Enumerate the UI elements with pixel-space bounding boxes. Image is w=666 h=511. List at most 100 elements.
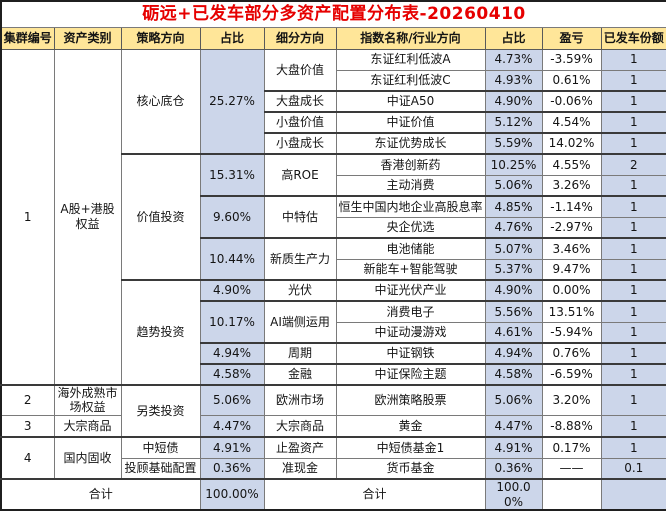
pnl-cell: -6.59% [541, 363, 602, 386]
index-weight-cell: 4.47% [484, 414, 543, 438]
index-weight-cell: 5.56% [484, 300, 543, 323]
pnl-cell: 4.55% [541, 153, 602, 176]
header-cluster-id: 集群编号 [0, 26, 55, 50]
index-weight-cell: 4.90% [484, 90, 543, 113]
index-name-cell: 央企优选 [335, 216, 486, 239]
shares-cell: 1 [600, 216, 666, 239]
strategy-weight-cell: 4.47% [199, 414, 265, 438]
pnl-cell: 0.00% [541, 279, 602, 302]
header-weight-right: 占比 [484, 26, 543, 50]
strategy-weight-cell: 4.90% [199, 279, 265, 302]
index-name-cell: 中证价值 [335, 111, 486, 134]
index-name-cell: 新能车+智能驾驶 [335, 258, 486, 281]
strategy-weight-cell: 25.27% [199, 48, 265, 155]
shares-cell: 1 [600, 414, 666, 438]
pnl-cell: 3.46% [541, 237, 602, 260]
index-weight-cell: 4.91% [484, 436, 543, 459]
subdivision-cell: 新质生产力 [263, 237, 337, 281]
index-name-cell: 中证光伏产业 [335, 279, 486, 302]
header-index-name: 指数名称/行业方向 [335, 26, 486, 50]
strategy-weight-cell: 4.58% [199, 363, 265, 386]
index-name-cell: 东证优势成长 [335, 132, 486, 155]
index-name-cell: 东证红利低波A [335, 48, 486, 71]
pnl-cell: -8.88% [541, 414, 602, 438]
total-shares-empty-cell [600, 478, 666, 511]
shares-cell: 1 [600, 383, 666, 416]
index-name-cell: 东证红利低波C [335, 69, 486, 92]
pnl-cell: 0.61% [541, 69, 602, 92]
strategy-weight-cell: 4.94% [199, 342, 265, 365]
subdivision-cell: 中特估 [263, 195, 337, 239]
strategy-cell: 核心底仓 [120, 48, 201, 155]
index-name-cell: 中证A50 [335, 90, 486, 113]
shares-cell: 1 [600, 132, 666, 155]
strategy-weight-cell: 10.17% [199, 300, 265, 344]
shares-cell: 1 [600, 300, 666, 323]
strategy-cell: 投顾基础配置 [120, 457, 201, 480]
asset-class-cell: A股+港股权益 [53, 48, 122, 386]
shares-cell: 1 [600, 258, 666, 281]
total-label-left-cell: 合计 [0, 478, 201, 511]
strategy-weight-cell: 15.31% [199, 153, 265, 197]
index-weight-cell: 0.36% [484, 457, 543, 480]
index-name-cell: 中证保险主题 [335, 363, 486, 386]
strategy-cell: 另类投资 [120, 383, 201, 438]
strategy-cell: 中短债 [120, 436, 201, 459]
pnl-cell: 13.51% [541, 300, 602, 323]
shares-cell: 1 [600, 111, 666, 134]
index-name-cell: 电池储能 [335, 237, 486, 260]
index-weight-cell: 4.73% [484, 48, 543, 71]
pnl-cell: -2.97% [541, 216, 602, 239]
shares-cell: 1 [600, 69, 666, 92]
index-name-cell: 主动消费 [335, 174, 486, 197]
shares-cell: 1 [600, 363, 666, 386]
pnl-cell: 3.26% [541, 174, 602, 197]
subdivision-cell: 光伏 [263, 279, 337, 302]
subdivision-cell: 金融 [263, 363, 337, 386]
shares-cell: 1 [600, 436, 666, 459]
shares-cell: 1 [600, 195, 666, 218]
subdivision-cell: 准现金 [263, 457, 337, 480]
total-weight-left-cell: 100.00% [199, 478, 265, 511]
subdivision-cell: AI端侧运用 [263, 300, 337, 344]
strategy-weight-cell: 0.36% [199, 457, 265, 480]
index-weight-cell: 4.58% [484, 363, 543, 386]
asset-class-cell: 大宗商品 [53, 414, 122, 438]
header-strategy: 策略方向 [120, 26, 201, 50]
shares-cell: 1 [600, 279, 666, 302]
pnl-cell: 0.76% [541, 342, 602, 365]
index-weight-cell: 5.07% [484, 237, 543, 260]
header-pnl: 盈亏 [541, 26, 602, 50]
strategy-cell: 价值投资 [120, 153, 201, 281]
index-weight-cell: 5.37% [484, 258, 543, 281]
pnl-cell: -0.06% [541, 90, 602, 113]
subdivision-cell: 大宗商品 [263, 414, 337, 438]
index-name-cell: 中证动漫游戏 [335, 321, 486, 344]
index-name-cell: 恒生中国内地企业高股息率 [335, 195, 486, 218]
shares-cell: 1 [600, 174, 666, 197]
header-issued-shares: 已发车份额 [600, 26, 666, 50]
pnl-cell: 14.02% [541, 132, 602, 155]
total-label-right-cell: 合计 [263, 478, 486, 511]
table-title: 砺远+已发车部分多资产配置分布表-20260410 [0, 0, 666, 28]
shares-cell: 1 [600, 48, 666, 71]
strategy-weight-cell: 5.06% [199, 383, 265, 416]
pnl-cell: 4.54% [541, 111, 602, 134]
index-weight-cell: 4.93% [484, 69, 543, 92]
strategy-weight-cell: 4.91% [199, 436, 265, 459]
index-weight-cell: 5.06% [484, 174, 543, 197]
strategy-weight-cell: 10.44% [199, 237, 265, 281]
index-weight-cell: 4.76% [484, 216, 543, 239]
total-pnl-empty-cell [541, 478, 602, 511]
header-weight-left: 占比 [199, 26, 265, 50]
index-weight-cell: 5.59% [484, 132, 543, 155]
shares-cell: 2 [600, 153, 666, 176]
header-asset-class: 资产类别 [53, 26, 122, 50]
subdivision-cell: 周期 [263, 342, 337, 365]
pnl-cell: 9.47% [541, 258, 602, 281]
subdivision-cell: 小盘价值 [263, 111, 337, 134]
cluster-cell: 2 [0, 383, 55, 416]
shares-cell: 1 [600, 237, 666, 260]
index-name-cell: 中证钢铁 [335, 342, 486, 365]
